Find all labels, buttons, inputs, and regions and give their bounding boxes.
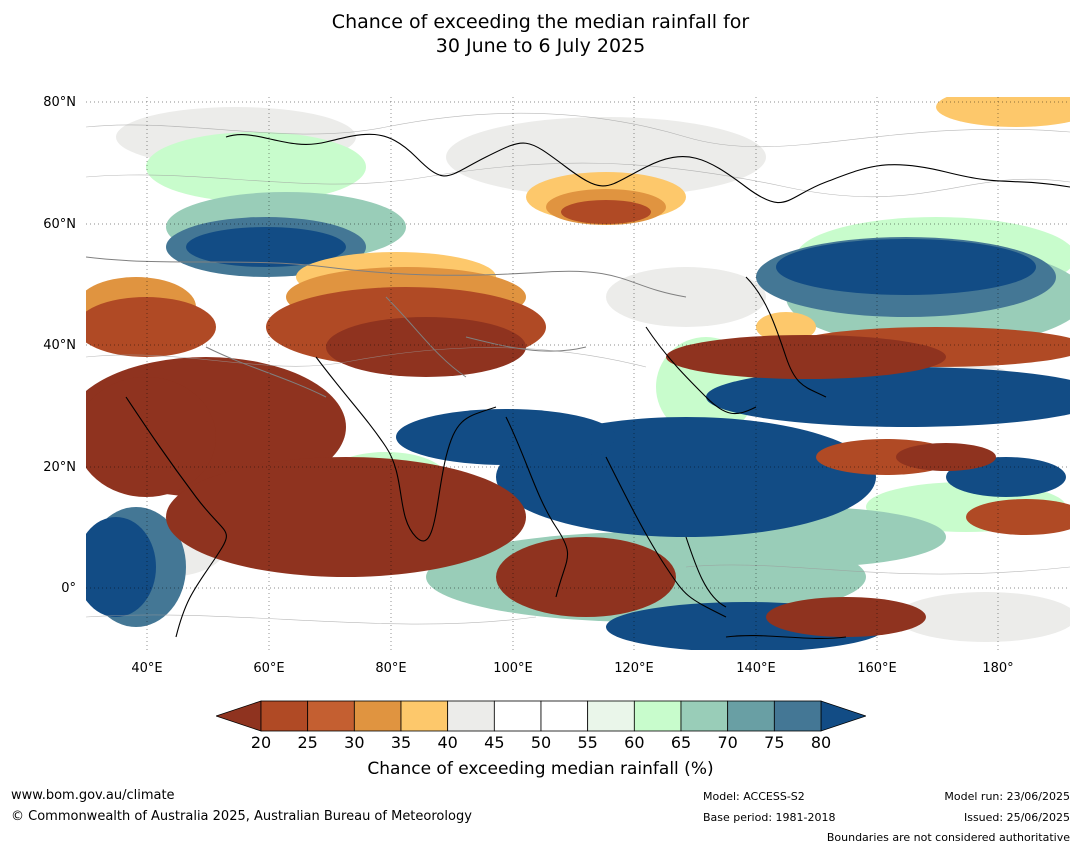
model-text: Model: ACCESS-S2 [703, 790, 805, 803]
colorbar-segment [493, 700, 542, 732]
colorbar-tick-label: 80 [810, 733, 832, 752]
colorbar-tick-label: 60 [624, 733, 645, 752]
colorbar-segment [773, 700, 822, 732]
colorbar-segment [447, 700, 495, 732]
lat-label-40n: 40°N [43, 338, 76, 353]
colorbar-tick-label: 30 [344, 733, 365, 752]
lon-label-40e: 40°E [131, 661, 163, 676]
copyright-text: © Commonwealth of Australia 2025, Austra… [11, 809, 472, 824]
colorbar-segment [260, 700, 309, 732]
colorbar-segment [353, 700, 402, 732]
lon-label-180: 180° [982, 661, 1014, 676]
colorbar-tick-label: 75 [764, 733, 785, 752]
colorbar [214, 700, 868, 732]
colorbar-segment [587, 700, 635, 732]
lon-label-60e: 60°E [253, 661, 285, 676]
colorbar-svg [214, 700, 868, 732]
colorbar-label: Chance of exceeding median rainfall (%) [367, 759, 714, 779]
title-line-2: 30 June to 6 July 2025 [435, 35, 646, 57]
colorbar-segment [307, 700, 355, 732]
colorbar-segment [680, 700, 729, 732]
rainfall-map [86, 97, 1070, 650]
website-link[interactable]: www.bom.gov.au/climate [11, 788, 175, 803]
colorbar-tick-label: 20 [250, 733, 272, 752]
colorbar-tick-label: 25 [297, 733, 318, 752]
colorbar-tick-label: 50 [530, 733, 552, 752]
colorbar-segment [727, 700, 775, 732]
issued-text: Issued: 25/06/2025 [963, 811, 1070, 824]
title-line-1: Chance of exceeding the median rainfall … [331, 11, 750, 33]
colorbar-tick-label: 70 [717, 733, 738, 752]
colorbar-high-extension [820, 700, 868, 732]
rainfall-map-svg [86, 97, 1070, 650]
lat-label-60n: 60°N [43, 217, 76, 232]
colorbar-segment [540, 700, 589, 732]
colorbar-tick-label: 45 [484, 733, 505, 752]
lat-label-0: 0° [61, 581, 76, 596]
colorbar-segment [400, 700, 449, 732]
base-period-text: Base period: 1981-2018 [703, 811, 836, 824]
lon-label-100e: 100°E [493, 661, 533, 676]
lon-label-80e: 80°E [375, 661, 407, 676]
lon-label-120e: 120°E [614, 661, 654, 676]
lat-label-80n: 80°N [43, 95, 76, 110]
lat-label-20n: 20°N [43, 460, 76, 475]
lon-label-160e: 160°E [857, 661, 897, 676]
map-title: Chance of exceeding the median rainfall … [0, 10, 1081, 58]
colorbar-tick-label: 35 [390, 733, 412, 752]
colorbar-tick-label: 65 [670, 733, 692, 752]
lon-label-140e: 140°E [736, 661, 776, 676]
disclaimer-text: Boundaries are not considered authoritat… [826, 831, 1070, 844]
model-run-text: Model run: 23/06/2025 [944, 790, 1070, 803]
colorbar-tick-label: 40 [437, 733, 458, 752]
colorbar-low-extension [214, 700, 262, 732]
colorbar-tick-label: 55 [577, 733, 598, 752]
colorbar-segment [633, 700, 682, 732]
